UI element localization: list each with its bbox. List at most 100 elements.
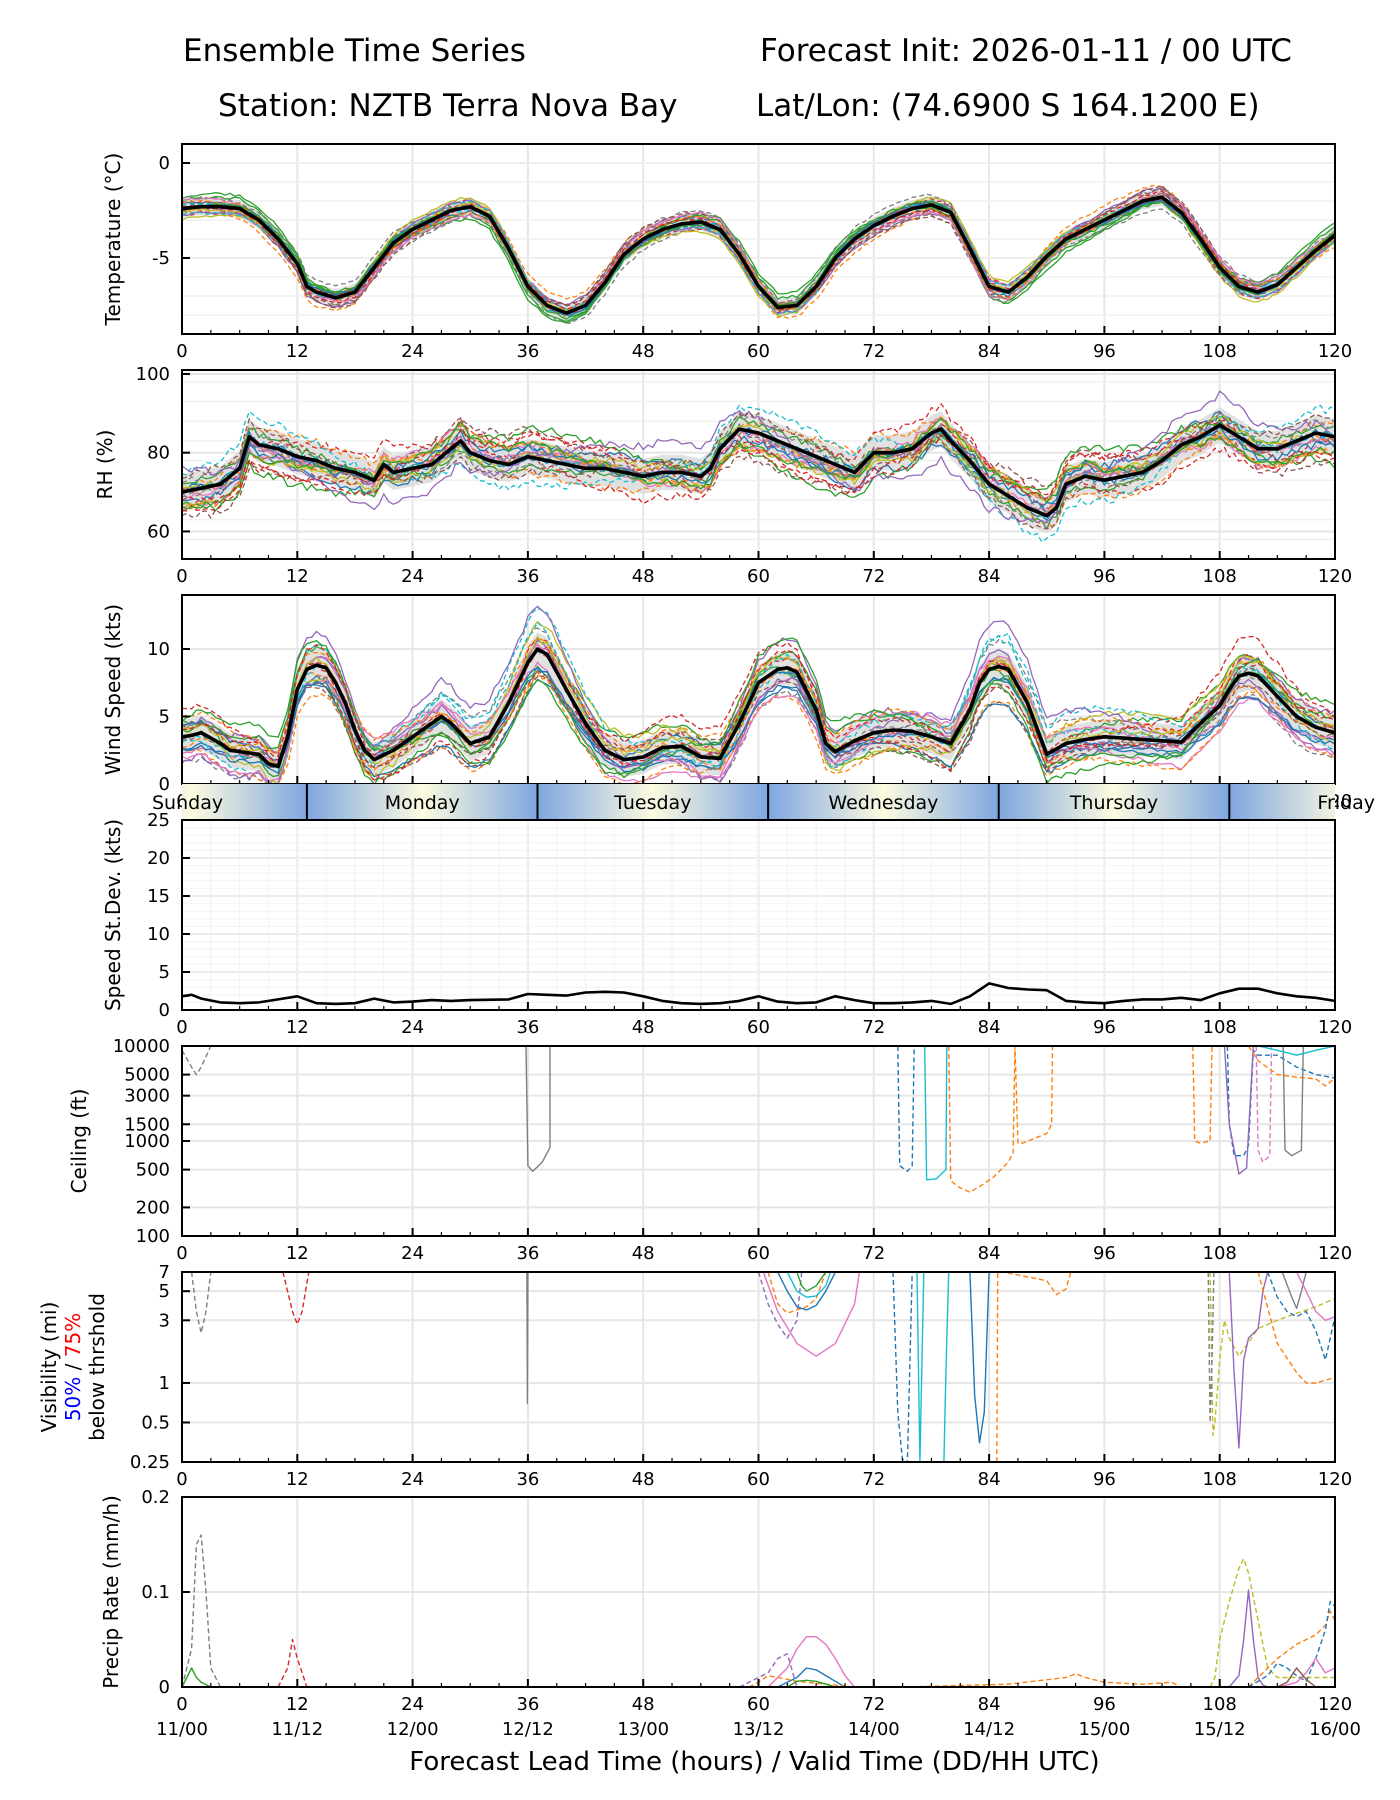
x-tick-label: 108	[1203, 566, 1237, 587]
grid	[181, 1045, 1336, 1237]
x-tick-label: 48	[632, 1694, 655, 1715]
ensemble-member-line	[182, 637, 1335, 784]
valid-time-label: 15/12	[1194, 1719, 1246, 1740]
y-axis-label: RH (%)	[93, 430, 117, 500]
ensemble-member-line	[1223, 1046, 1254, 1175]
x-tick-label: 60	[747, 1469, 770, 1490]
x-tick-label: 60	[747, 566, 770, 587]
y-tick-label: 500	[136, 1160, 170, 1181]
y-tick-label: 0	[159, 1677, 170, 1698]
y-tick-label: 100	[136, 364, 170, 385]
ensemble-member-line	[182, 419, 1335, 504]
y-tick-label: 1000	[124, 1131, 170, 1152]
ensemble-member-line	[892, 1272, 913, 1462]
panel-ceiling: 0 12 24 36 48 60 72 84 96 108 120 100 200 500 10001500…	[67, 1036, 1352, 1264]
ensemble-member-line	[182, 184, 1335, 309]
x-tick-label: 0	[176, 1469, 187, 1490]
x-tick-label: 12	[286, 1017, 309, 1038]
x-tick-label: 72	[862, 566, 885, 587]
ensemble-member-line	[897, 1046, 915, 1172]
vis-50-label: 50%	[61, 1377, 85, 1421]
x-tick-label: 120	[1318, 1694, 1352, 1715]
valid-time-label: 12/00	[387, 1719, 439, 1740]
panel-speed-stdev: 0 12 24 36 48 60 72 84 96 108 120 0 5 10 15 20 25 Speed S…	[101, 810, 1352, 1038]
y-tick-label: 3	[159, 1310, 170, 1331]
x-tick-label: 96	[1093, 1017, 1116, 1038]
x-tick-label: 36	[516, 1469, 539, 1490]
ensemble-member-line	[182, 418, 1335, 512]
ensemble-member-line	[182, 1534, 222, 1687]
ensemble-mean-line	[182, 423, 1335, 518]
ensemble-member-line	[786, 1679, 836, 1687]
x-tick-label: 0	[176, 1243, 187, 1264]
day-label: Monday	[385, 792, 460, 814]
ensemble-member-line	[948, 1046, 1054, 1193]
ensemble-member-line	[1277, 1657, 1335, 1687]
x-tick-label: 60	[747, 1017, 770, 1038]
x-tick-label: 36	[516, 1017, 539, 1038]
x-tick-label: 0	[176, 566, 187, 587]
ensemble-member-line	[182, 635, 1335, 782]
panel-rh: 0 12 24 36 48 60 72 84 96 108 120 60 80 100 RH (%)	[93, 364, 1352, 587]
ensemble-member-line	[1267, 1272, 1335, 1361]
ensemble-member-line	[182, 635, 1335, 768]
x-tick-label: 96	[1093, 566, 1116, 587]
x-tick-label: 120	[1318, 1017, 1352, 1038]
valid-time-label: 14/00	[848, 1719, 900, 1740]
stdev-line	[182, 982, 1335, 1006]
ensemble-member-line	[748, 1673, 1220, 1687]
x-tick-label: 120	[1318, 566, 1352, 587]
x-tick-label: 120	[1318, 1469, 1352, 1490]
grid	[181, 1271, 1336, 1463]
ensemble-member-line	[190, 1272, 212, 1334]
ensemble-member-line	[182, 607, 1335, 784]
ensemble-member-line	[1295, 1272, 1335, 1321]
ensemble-member-line	[777, 1272, 837, 1311]
ensemble-member-line	[777, 1667, 846, 1687]
y-tick-label: 80	[147, 443, 170, 464]
forecast-init: Forecast Init: 2026-01-11 / 00 UTC	[760, 33, 1292, 69]
panel-visibility: 0 12 24 36 48 60 72 84 96 108 120 0.25 0.5 1 3 57 Visibi…	[37, 1262, 1352, 1490]
x-tick-label: 84	[978, 341, 1001, 362]
day-label: Sunday	[152, 792, 223, 814]
y-tick-label: 25	[147, 810, 170, 831]
valid-time-label: 12/12	[502, 1719, 554, 1740]
ensemble-member-line	[1282, 1046, 1304, 1157]
valid-time-label: 13/00	[617, 1719, 669, 1740]
day-label: Tuesday	[613, 792, 691, 814]
ensemble-member-line	[767, 1272, 827, 1314]
ensemble-member-line	[282, 1272, 310, 1325]
day-segment	[537, 784, 769, 820]
y-tick-label: 0.5	[141, 1412, 170, 1433]
day-label: Wednesday	[828, 792, 938, 814]
x-tick-label: 36	[516, 1243, 539, 1264]
x-tick-label: 72	[862, 1243, 885, 1264]
x-tick-label: 24	[401, 1017, 424, 1038]
ensemble-member-line	[943, 1272, 950, 1462]
ensemble-member-line	[1209, 1558, 1335, 1687]
chart-title: Ensemble Time Series	[183, 33, 526, 69]
day-segment	[306, 784, 538, 820]
y-tick-label: 5	[159, 962, 170, 983]
x-tick-label: 60	[747, 341, 770, 362]
y-axis-label: Speed St.Dev. (kts)	[101, 819, 125, 1011]
x-tick-label: 84	[978, 1017, 1001, 1038]
ensemble-member-line	[182, 667, 1335, 781]
vis-threshold-label: 50% / 75%	[61, 1313, 85, 1421]
y-tick-label: 0.2	[141, 1487, 170, 1508]
x-tick-label: 48	[632, 341, 655, 362]
ensemble-member-line	[182, 653, 1335, 777]
ensemble-member-line	[1192, 1046, 1213, 1144]
day-segment	[182, 784, 307, 820]
ensemble-member-line	[1247, 1046, 1335, 1087]
ensemble-member-line	[757, 1272, 803, 1339]
x-tick-label: 96	[1093, 1469, 1116, 1490]
y-tick-label: 10000	[113, 1036, 170, 1057]
panel-temperature: 0 12 24 36 48 60 72 84 96 108 120 0 -5 Temperature (°…	[101, 143, 1352, 362]
ensemble-member-line	[796, 1272, 827, 1292]
station-name: Station: NZTB Terra Nova Bay	[218, 88, 678, 124]
vis-75-label: 75%	[61, 1313, 85, 1357]
y-tick-label: 10	[147, 924, 170, 945]
ensemble-member-line	[1207, 1272, 1215, 1424]
ensemble-mean-line	[182, 195, 1335, 315]
